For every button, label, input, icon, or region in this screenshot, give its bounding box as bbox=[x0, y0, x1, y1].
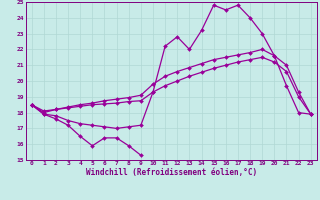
X-axis label: Windchill (Refroidissement éolien,°C): Windchill (Refroidissement éolien,°C) bbox=[86, 168, 257, 177]
